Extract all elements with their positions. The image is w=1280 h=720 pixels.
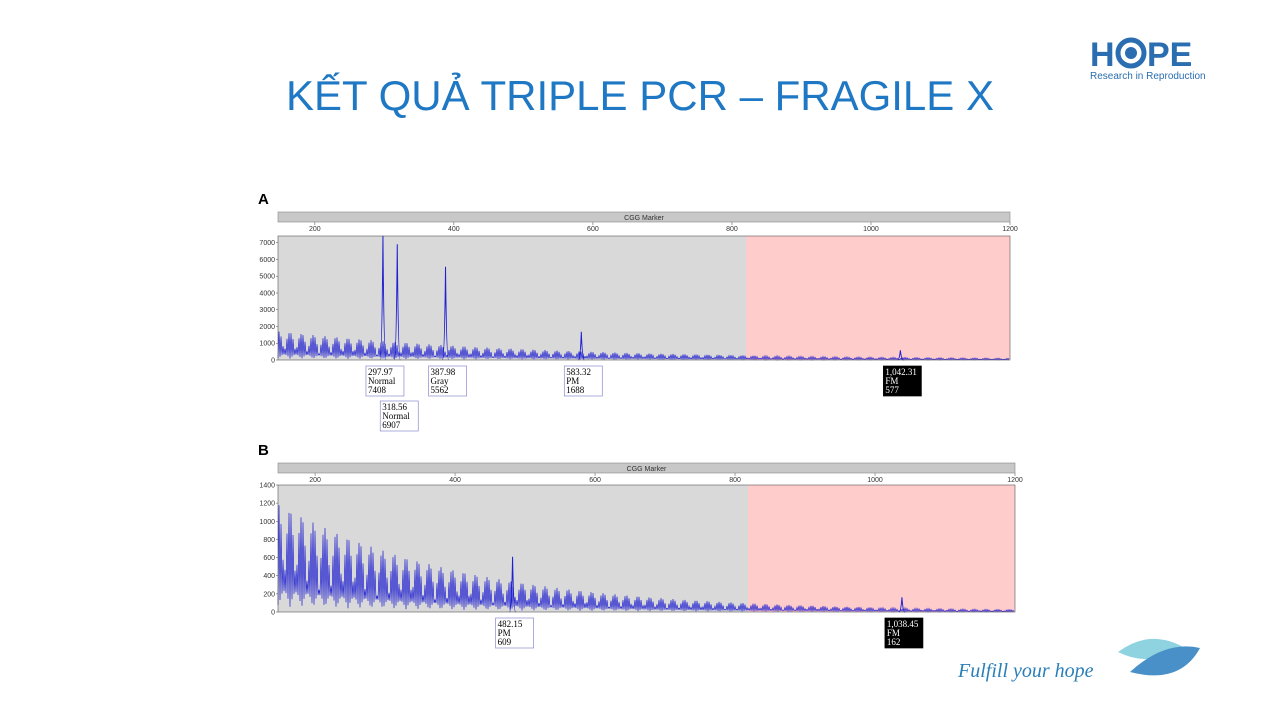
y-tick-label: 400 [263, 573, 275, 580]
marker-bar [277, 211, 1011, 223]
x-tick-label: 400 [448, 226, 460, 233]
slide-title: KẾT QUẢ TRIPLE PCR – FRAGILE X [286, 71, 994, 119]
y-tick-label: 1000 [259, 519, 275, 526]
y-tick-label: 4000 [259, 290, 275, 297]
peak-height: 162 [887, 637, 901, 647]
peak-size: 482.15 [498, 619, 523, 629]
y-tick-label: 200 [263, 591, 275, 598]
x-tick-label: 1000 [867, 477, 883, 484]
logo-eye [1115, 37, 1147, 69]
fm-zone [748, 485, 1015, 612]
x-tick-label: 600 [589, 477, 601, 484]
y-tick-label: 1200 [259, 501, 275, 508]
peak-label-box [883, 365, 922, 397]
peak-label-box [563, 365, 603, 397]
peak-label-box [365, 365, 405, 397]
peak-category: FM [885, 376, 898, 386]
logo-pe: PE [1147, 36, 1192, 74]
plot-frame [277, 235, 1011, 361]
peak-label-box [379, 400, 419, 432]
peak-height: 6907 [382, 420, 401, 430]
peak-size: 297.97 [368, 367, 393, 377]
peak-height: 609 [498, 637, 512, 647]
marker-label: CGG Marker [624, 215, 664, 222]
peak-category: PM [566, 376, 579, 386]
x-tick-label: 800 [726, 226, 738, 233]
y-tick-label: 2000 [259, 324, 275, 331]
peak-category: Normal [382, 411, 410, 421]
x-tick-label: 400 [449, 477, 461, 484]
x-tick-label: 1200 [1002, 226, 1018, 233]
trace-background [277, 331, 1010, 362]
peak [442, 266, 450, 361]
peak-category: Gray [431, 376, 449, 386]
trace-background [277, 505, 1015, 614]
peak [898, 597, 906, 613]
y-tick-label: 5000 [259, 274, 275, 281]
peak-size: 387.98 [431, 367, 456, 377]
y-tick-label: 600 [263, 555, 275, 562]
x-tick-label: 200 [309, 477, 321, 484]
peak-size: 318.56 [382, 402, 407, 412]
peak [509, 556, 517, 613]
peak-height: 1688 [566, 385, 585, 395]
y-tick-label: 6000 [259, 257, 275, 264]
logo-pupil [1125, 47, 1137, 59]
peak-size: 583.32 [566, 367, 591, 377]
x-tick-label: 1000 [863, 226, 879, 233]
peak-size: 1,042.31 [885, 367, 917, 377]
y-tick-label: 1000 [259, 341, 275, 348]
y-tick-label: 7000 [259, 240, 275, 247]
logo: H PE Research in Reproduction [1090, 36, 1206, 82]
marker-bar [277, 462, 1016, 474]
panel-label: A [258, 191, 269, 208]
slogan: Fulfill your hope [957, 660, 1094, 682]
y-tick-label: 0 [271, 610, 275, 617]
peak [393, 244, 401, 361]
x-tick-label: 1200 [1007, 477, 1023, 484]
peak [897, 350, 904, 361]
peak-label-box [428, 365, 467, 397]
peak-category: PM [498, 628, 511, 638]
fm-zone [746, 236, 1010, 360]
y-tick-label: 1400 [259, 483, 275, 490]
panel-label: B [258, 442, 269, 459]
peak-height: 5562 [431, 385, 449, 395]
peak-height: 577 [885, 385, 899, 395]
x-tick-label: 800 [729, 477, 741, 484]
peak-height: 7408 [368, 385, 387, 395]
x-tick-label: 200 [309, 226, 321, 233]
logo-tagline: Research in Reproduction [1090, 71, 1206, 82]
y-tick-label: 3000 [259, 307, 275, 314]
logo-h: H [1090, 36, 1115, 74]
peak [577, 331, 585, 361]
plot-area [278, 236, 746, 360]
plot-frame [277, 484, 1016, 613]
peak-label-box [884, 617, 924, 649]
peak-category: Normal [368, 376, 396, 386]
peak-category: FM [887, 628, 900, 638]
y-tick-label: 800 [263, 537, 275, 544]
peak-label-box [495, 617, 534, 649]
leaf [1130, 646, 1200, 676]
peak-size: 1,038.45 [887, 619, 919, 629]
y-tick-label: 0 [271, 358, 275, 365]
marker-label: CGG Marker [627, 466, 667, 473]
x-tick-label: 600 [587, 226, 599, 233]
